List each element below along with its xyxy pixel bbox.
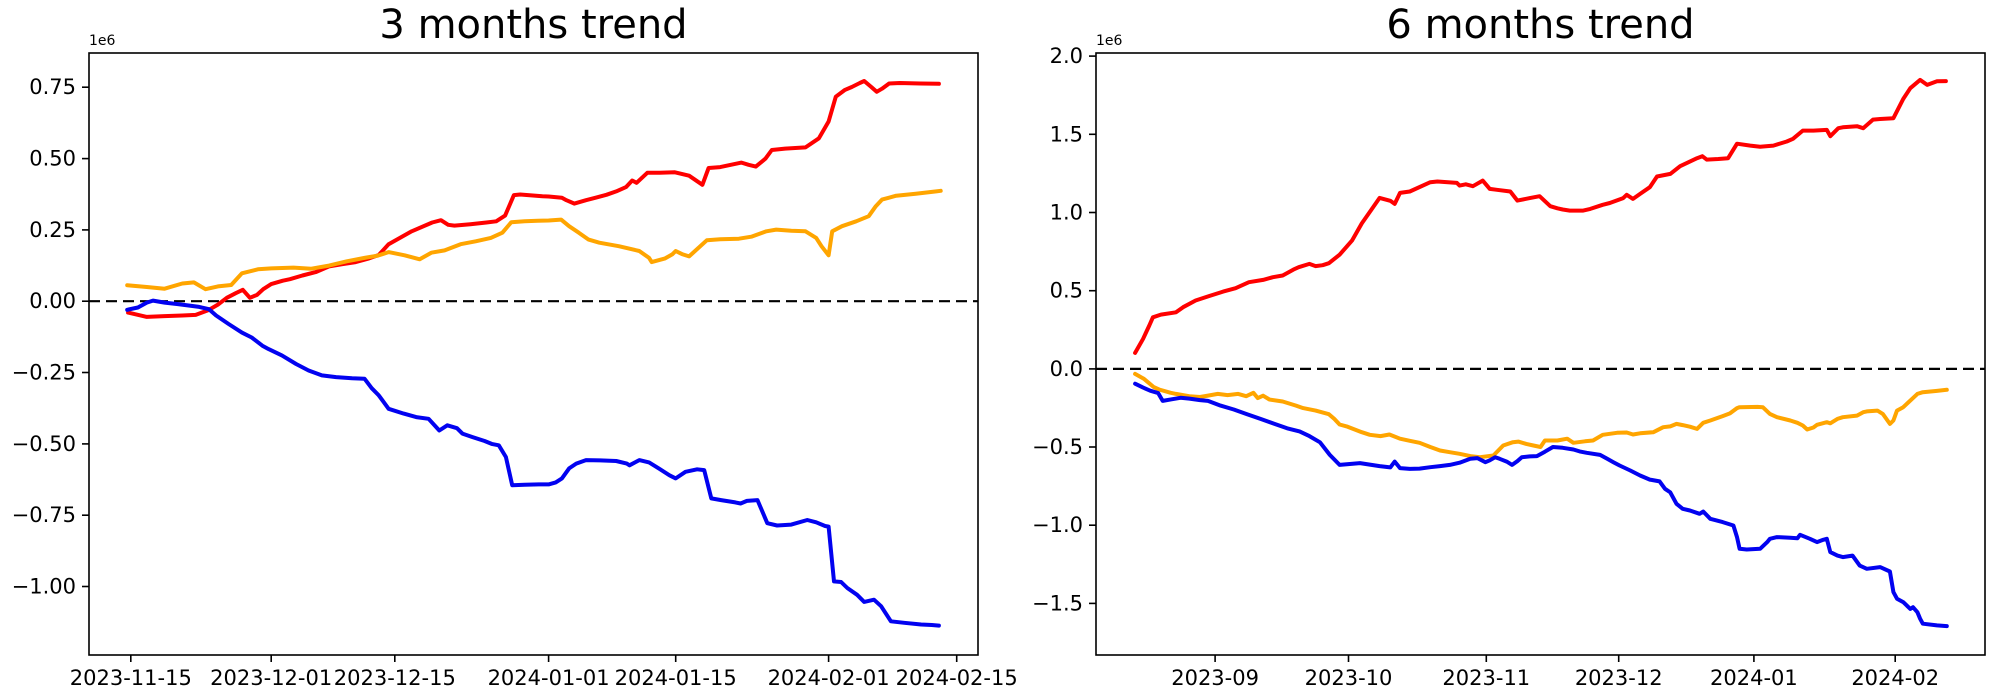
x-tick-label: 2024-01-15 (615, 666, 737, 690)
y-tick-label: 0.0 (1050, 357, 1083, 381)
y-tick-label: 0.25 (29, 218, 76, 242)
y-tick-label: −0.25 (12, 361, 76, 385)
y-tick-label: −1.5 (1032, 591, 1083, 615)
x-tick-label: 2024-01-01 (488, 666, 610, 690)
x-tick-label: 2023-10 (1305, 666, 1393, 690)
series-line-orange (125, 188, 943, 292)
y-tick-label: −0.50 (12, 432, 76, 456)
x-tick-label: 2023-12-01 (210, 666, 332, 690)
x-tick-label: 2024-02-15 (896, 666, 1018, 690)
series-line-orange (1133, 371, 1949, 460)
y-axis-offset-label-right: 1e6 (1096, 33, 1123, 49)
chart-title-6-months: 6 months trend (1386, 2, 1695, 48)
series-line-blue (125, 298, 941, 628)
y-tick-label: 1.0 (1050, 201, 1083, 225)
y-axis-offset-label-left: 1e6 (89, 33, 116, 49)
y-tick-label: 0.00 (29, 289, 76, 313)
x-tick-label: 2023-12-15 (334, 666, 456, 690)
x-tick-label: 2024-01 (1710, 666, 1798, 690)
series-line-red (126, 79, 941, 319)
plot-border (88, 52, 979, 656)
series-line-red (1133, 77, 1948, 355)
x-tick-label: 2024-02 (1851, 666, 1939, 690)
x-tick-label: 2023-11 (1442, 666, 1530, 690)
y-tick-label: 1.5 (1050, 122, 1083, 146)
y-tick-label: 0.50 (29, 147, 76, 171)
y-tick-label: −0.75 (12, 503, 76, 527)
y-tick-label: −0.5 (1032, 435, 1083, 459)
series-line-blue (1133, 381, 1949, 629)
plot-border (1095, 52, 1986, 656)
y-tick-label: 0.75 (29, 75, 76, 99)
x-tick-label: 2024-02-01 (768, 666, 890, 690)
y-tick-label: −1.00 (12, 575, 76, 599)
y-tick-label: 2.0 (1050, 44, 1083, 68)
chart-title-3-months: 3 months trend (379, 2, 688, 48)
y-tick-label: 0.5 (1050, 279, 1083, 303)
x-tick-label: 2023-12 (1575, 666, 1663, 690)
x-tick-label: 2023-09 (1171, 666, 1259, 690)
x-tick-label: 2023-11-15 (70, 666, 192, 690)
y-tick-label: −1.0 (1032, 513, 1083, 537)
